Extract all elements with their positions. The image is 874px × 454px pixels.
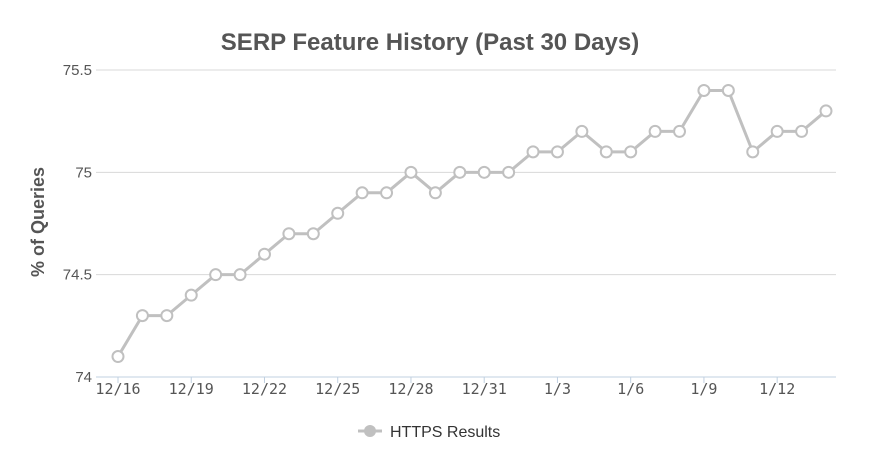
data-point[interactable] — [648, 124, 662, 138]
x-tick-label: 1/12 — [759, 380, 795, 398]
y-tick-label: 74.5 — [63, 267, 92, 284]
y-axis-label: % of Queries — [28, 167, 48, 277]
y-axis-ticks: 74 74.5 75 75.5 — [63, 62, 92, 386]
data-point[interactable] — [673, 124, 687, 138]
series-line — [116, 88, 827, 358]
data-point[interactable] — [697, 83, 711, 97]
data-point[interactable] — [770, 124, 784, 138]
data-point[interactable] — [453, 165, 467, 179]
data-point[interactable] — [502, 165, 516, 179]
x-axis-ticks: 12/16 12/19 12/22 12/25 12/28 12/31 1/3 1/6 1/9 1… — [95, 377, 795, 398]
data-point[interactable] — [282, 227, 296, 241]
legend-label[interactable]: HTTPS Results — [390, 424, 500, 441]
data-point[interactable] — [355, 186, 369, 200]
y-tick-label: 74 — [75, 369, 92, 386]
x-tick-label: 1/9 — [690, 380, 717, 398]
x-tick-label: 1/6 — [617, 380, 644, 398]
data-point[interactable] — [380, 186, 394, 200]
data-point[interactable] — [526, 145, 540, 159]
data-point[interactable] — [721, 83, 735, 97]
chart-title: SERP Feature History (Past 30 Days) — [221, 29, 639, 56]
x-tick-label: 12/25 — [315, 380, 360, 398]
data-point[interactable] — [428, 186, 442, 200]
x-tick-label: 12/28 — [388, 380, 433, 398]
data-point[interactable] — [135, 309, 149, 323]
data-point[interactable] — [184, 288, 198, 302]
data-point[interactable] — [550, 145, 564, 159]
data-point[interactable] — [257, 247, 271, 261]
data-point[interactable] — [599, 145, 613, 159]
data-point[interactable] — [404, 165, 418, 179]
data-point[interactable] — [160, 309, 174, 323]
x-tick-label: 12/19 — [169, 380, 214, 398]
data-point[interactable] — [306, 227, 320, 241]
x-tick-label: 12/22 — [242, 380, 287, 398]
data-point[interactable] — [477, 165, 491, 179]
data-point[interactable] — [111, 350, 125, 364]
data-point[interactable] — [624, 145, 638, 159]
data-point[interactable] — [209, 268, 223, 282]
data-point[interactable] — [795, 124, 809, 138]
x-tick-label: 12/16 — [95, 380, 140, 398]
legend-marker — [364, 425, 376, 437]
x-tick-label: 12/31 — [462, 380, 507, 398]
data-point[interactable] — [331, 206, 345, 220]
x-tick-label: 1/3 — [544, 380, 571, 398]
y-tick-label: 75.5 — [63, 62, 92, 79]
data-point[interactable] — [575, 124, 589, 138]
data-point[interactable] — [746, 145, 760, 159]
series-https-results — [111, 83, 833, 364]
data-point[interactable] — [819, 104, 833, 118]
legend[interactable]: HTTPS Results — [358, 424, 500, 441]
data-point[interactable] — [233, 268, 247, 282]
y-tick-label: 75 — [75, 164, 92, 181]
